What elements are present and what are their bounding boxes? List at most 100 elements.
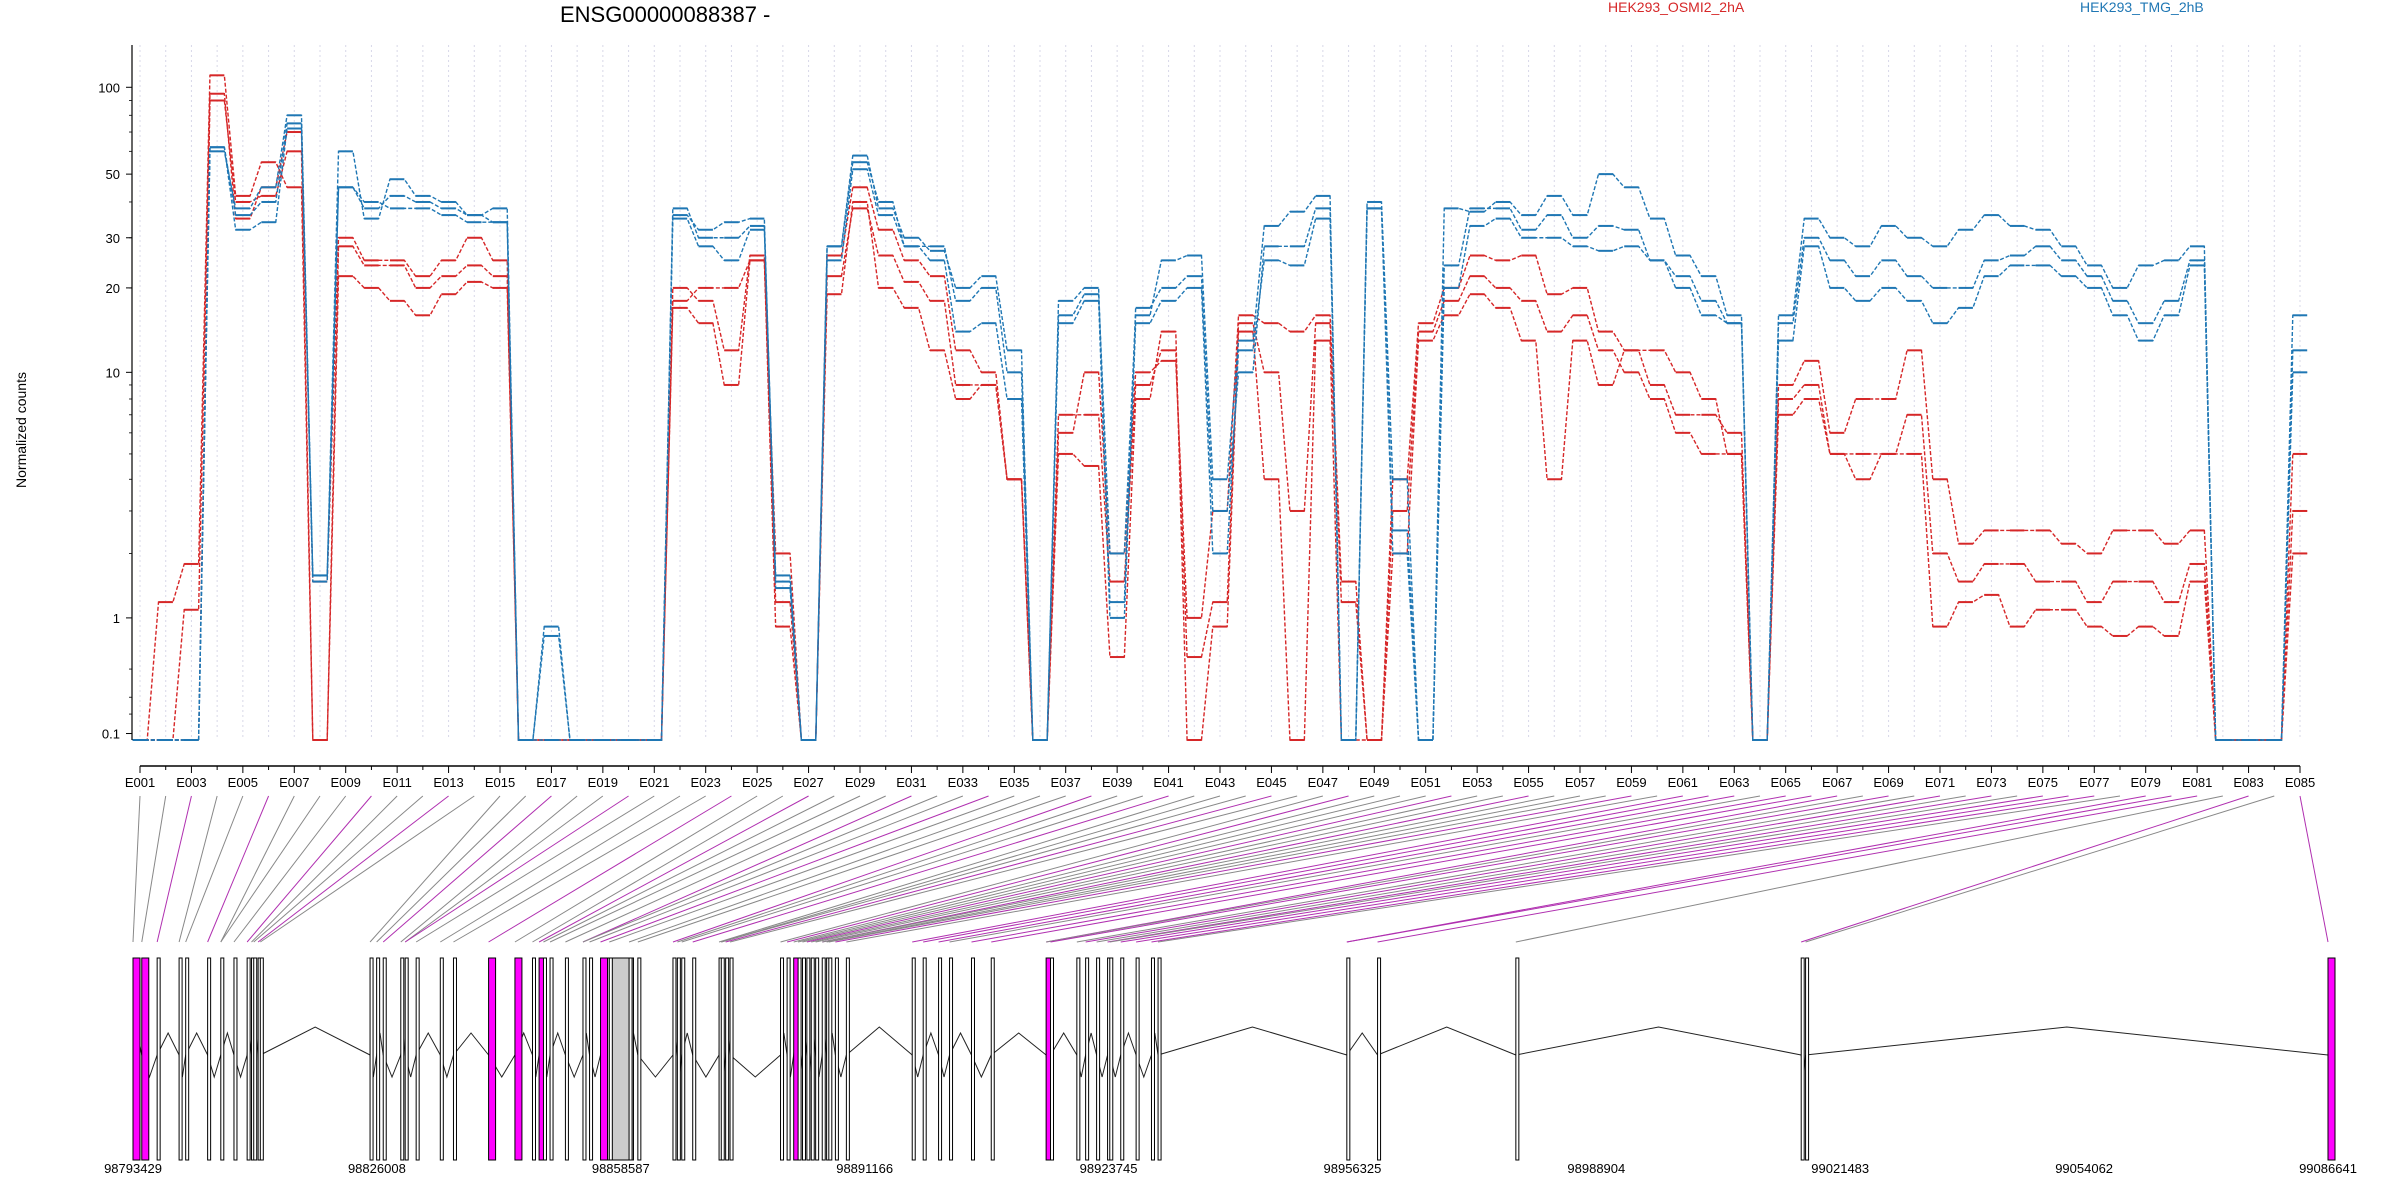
x-tick-label: E013 <box>433 775 463 790</box>
coordinate-label: 98858587 <box>592 1161 650 1176</box>
x-tick-label: E079 <box>2131 775 2161 790</box>
exon-connector <box>802 795 1426 943</box>
exon-block <box>1157 957 1162 1161</box>
x-tick-label: E059 <box>1616 775 1646 790</box>
exon-connector <box>677 795 1118 943</box>
intron-line <box>1346 1032 1378 1056</box>
exon-block <box>207 957 212 1161</box>
exon-block <box>531 957 536 1161</box>
exon-connector <box>404 795 629 943</box>
exon-block <box>1805 957 1810 1161</box>
intron-line <box>949 1031 972 1056</box>
exon-connector <box>565 795 886 943</box>
exon-connector <box>400 795 578 943</box>
exon-connector <box>721 795 1221 943</box>
exon-connector <box>681 795 1144 943</box>
exon-connector <box>207 795 270 943</box>
exon-block <box>725 957 730 1161</box>
y-tick-label: 50 <box>106 167 120 182</box>
x-tick-label: E071 <box>1925 775 1955 790</box>
exon-connector <box>846 795 1658 943</box>
exon-block <box>810 957 815 1161</box>
x-tick-label: E067 <box>1822 775 1852 790</box>
x-tick-label: E065 <box>1771 775 1801 790</box>
exon-block <box>564 957 569 1161</box>
exon-connector <box>1801 795 2249 943</box>
coordinate-label: 99054062 <box>2055 1161 2113 1176</box>
y-tick-label: 30 <box>106 231 120 246</box>
exon-block <box>676 957 681 1161</box>
exon-connector <box>729 795 1298 943</box>
exon-connector <box>1346 795 2146 943</box>
exon-connector <box>246 795 372 943</box>
x-tick-label: E021 <box>639 775 669 790</box>
coordinate-label: 98891166 <box>836 1161 893 1176</box>
exon-block <box>720 957 725 1161</box>
exon-connector <box>141 795 167 943</box>
exon-connector <box>912 795 1683 943</box>
exon-connector <box>589 795 964 943</box>
exon-connector <box>404 795 604 943</box>
x-tick-label: E027 <box>793 775 823 790</box>
exon-connector <box>721 795 1246 943</box>
exon-connector <box>991 795 1812 943</box>
chart-title: ENSG00000088387 - <box>560 2 770 27</box>
exon-connector <box>253 795 424 943</box>
exon-block <box>990 957 995 1161</box>
exon-connector <box>2299 795 2329 943</box>
exon-connector <box>822 795 1555 943</box>
exon-connector <box>637 795 1066 943</box>
exon-connector <box>1120 795 2043 943</box>
intron-line <box>1377 1026 1517 1056</box>
exon-block <box>938 957 943 1161</box>
exon-block <box>815 957 820 1161</box>
exon-connector <box>233 795 347 943</box>
exon-block <box>589 957 594 1161</box>
exon-block <box>797 957 802 1161</box>
y-axis-label: Normalized counts <box>13 372 29 488</box>
coordinate-label: 98988904 <box>1567 1161 1625 1176</box>
exon-block <box>415 957 420 1161</box>
exon-block <box>922 957 927 1161</box>
series-lines <box>132 74 2308 741</box>
exon-connector <box>1109 795 2018 943</box>
x-tick-label: E051 <box>1411 775 1441 790</box>
exon-connector <box>672 795 1092 943</box>
y-tick-label: 100 <box>98 80 120 95</box>
exon-connector <box>1076 795 1915 943</box>
x-tick-label: E063 <box>1719 775 1749 790</box>
exon-block <box>141 957 150 1161</box>
y-tick-label: 10 <box>106 365 120 380</box>
intron-line <box>185 1031 209 1056</box>
series-group <box>132 99 2308 741</box>
exon-block <box>488 957 497 1161</box>
exon-connector <box>811 795 1478 943</box>
exon-connector <box>1515 795 2223 943</box>
exon-connector <box>1050 795 1889 943</box>
exon-block <box>806 957 811 1161</box>
y-tick-label: 0.1 <box>102 727 120 742</box>
exon-block <box>156 957 161 1161</box>
x-tick-label: E083 <box>2233 775 2263 790</box>
exon-block <box>1120 957 1125 1161</box>
intron-line <box>637 1054 674 1078</box>
exon-connector <box>538 795 809 943</box>
exon-connector <box>826 795 1581 943</box>
exon-connector <box>1805 795 2275 943</box>
legend-series-b: HEK293_TMG_2hB <box>2080 0 2204 15</box>
exon-connector <box>718 795 1195 943</box>
exon-block <box>1109 957 1114 1161</box>
exon-connector <box>1085 795 1941 943</box>
grid-lines <box>139 45 2301 740</box>
coordinate-label: 98793429 <box>104 1161 162 1176</box>
y-axis: 100 50 30 20 10 1 0.1 <box>98 45 133 742</box>
x-tick-label: E041 <box>1153 775 1183 790</box>
exon-block <box>542 957 547 1161</box>
exon-block <box>801 957 806 1161</box>
exon-block <box>1085 957 1090 1161</box>
coordinate-label: 99021483 <box>1811 1161 1869 1176</box>
x-tick-label: E081 <box>2182 775 2212 790</box>
exon-connector <box>628 795 1041 943</box>
exon-connector <box>822 795 1529 943</box>
coordinate-label: 99086641 <box>2299 1161 2357 1176</box>
